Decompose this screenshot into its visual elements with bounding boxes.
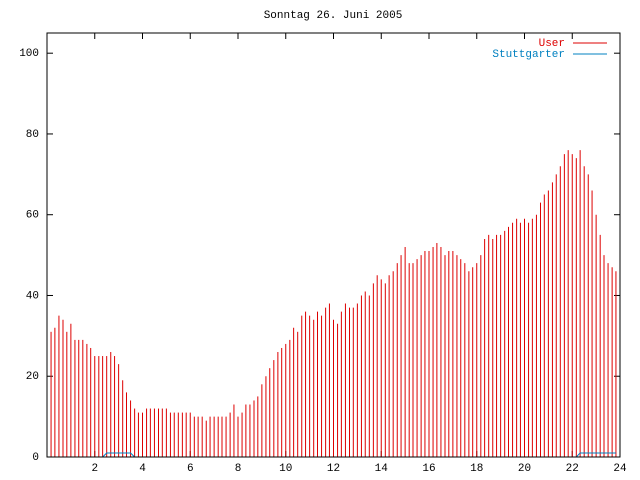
x-tick-label: 8: [235, 463, 242, 475]
y-tick-label: 0: [32, 452, 39, 464]
legend-label: User: [539, 38, 565, 50]
series-line: [47, 452, 616, 458]
y-tick-label: 80: [26, 129, 39, 141]
x-tick-label: 16: [422, 463, 435, 475]
x-tick-label: 4: [139, 463, 146, 475]
plot-border: [46, 32, 621, 458]
x-tick-label: 24: [613, 463, 627, 475]
x-tick-label: 6: [187, 463, 194, 475]
chart-title: Sonntag 26. Juni 2005: [264, 10, 403, 22]
x-tick-label: 22: [566, 463, 579, 475]
y-tick-label: 60: [26, 210, 39, 222]
x-tick-label: 2: [91, 463, 98, 475]
x-tick-label: 18: [470, 463, 483, 475]
legend-label: Stuttgarter: [492, 49, 565, 61]
y-tick-label: 40: [26, 290, 39, 302]
x-tick-label: 20: [518, 463, 531, 475]
x-tick-label: 14: [375, 463, 389, 475]
x-tick-label: 10: [279, 463, 292, 475]
x-tick-label: 12: [327, 463, 340, 475]
y-tick-label: 20: [26, 371, 39, 383]
y-tick-label: 100: [19, 48, 39, 60]
